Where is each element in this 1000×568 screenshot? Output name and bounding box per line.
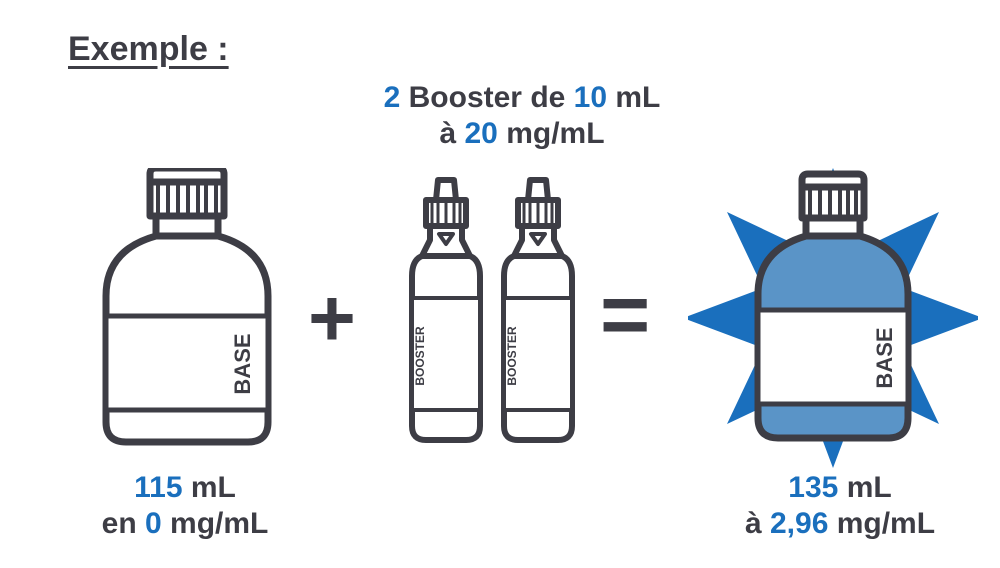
- svg-text:BOOSTER: BOOSTER: [505, 326, 519, 386]
- result-vol: 135: [788, 471, 838, 504]
- base-label2: en: [102, 507, 145, 540]
- base-bottle: BASE: [92, 168, 282, 448]
- result-bottle-label: BASE: [872, 327, 897, 388]
- booster-bottle-2: BOOSTER: [498, 176, 578, 446]
- plus-icon: +: [308, 278, 356, 360]
- booster-vol: 10: [574, 81, 607, 114]
- example-title: Exemple :: [68, 30, 229, 69]
- booster-bottles: BOOSTER BOOSTER: [392, 176, 592, 446]
- result-caption: 135 mL à 2,96 mg/mL: [730, 470, 950, 542]
- booster-description: 2 Booster de 10 mL à 20 mg/mL: [342, 80, 702, 152]
- booster-conc: 20: [464, 117, 497, 150]
- booster-count: 2: [384, 81, 401, 114]
- base-caption: 115 mL en 0 mg/mL: [70, 470, 300, 542]
- result-bottle: BASE: [688, 128, 978, 468]
- booster-label1: Booster de: [400, 81, 573, 114]
- svg-text:BOOSTER: BOOSTER: [413, 326, 427, 386]
- base-vol: 115: [134, 471, 182, 504]
- result-label2: à: [745, 507, 770, 540]
- base-unit1: mL: [183, 471, 236, 504]
- booster-unit1: mL: [607, 81, 660, 114]
- base-unit2: mg/mL: [162, 507, 269, 540]
- result-unit2: mg/mL: [828, 507, 935, 540]
- result-conc: 2,96: [770, 507, 828, 540]
- booster-unit2: mg/mL: [498, 117, 605, 150]
- equals-icon: =: [600, 272, 644, 358]
- result-unit1: mL: [838, 471, 891, 504]
- base-bottle-label: BASE: [230, 333, 255, 394]
- base-conc: 0: [145, 507, 162, 540]
- booster-label2: à: [439, 117, 464, 150]
- booster-bottle-1: BOOSTER: [406, 176, 486, 446]
